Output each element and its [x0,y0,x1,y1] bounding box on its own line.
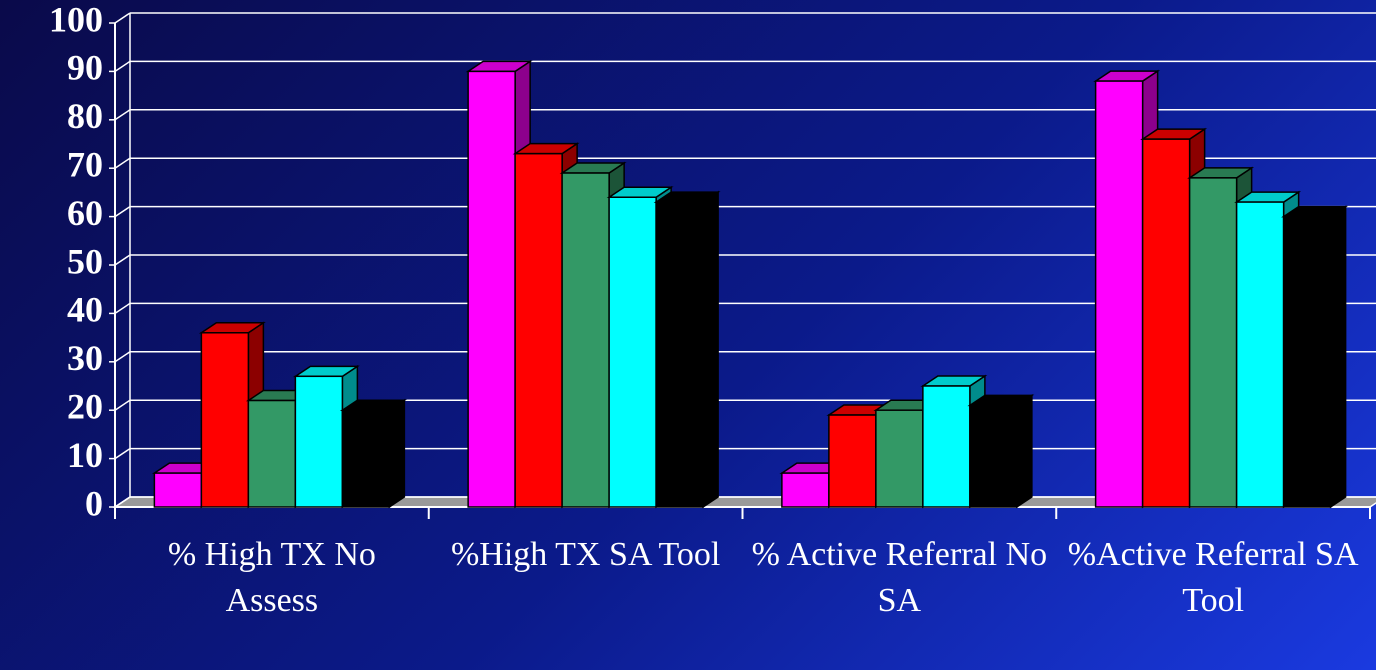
y-tick-label: 20 [67,386,103,426]
bar-side [388,398,406,509]
wall-grid-line [114,205,131,218]
y-tick-label: 30 [67,338,103,378]
bar [561,172,610,508]
y-tick-label: 40 [67,290,103,330]
bar [294,375,344,508]
y-tick-label: 80 [67,96,103,136]
bar-side [1329,205,1347,509]
bar-side [1016,393,1033,509]
wall-grid-line [114,60,131,73]
bar [922,385,971,508]
wall-grid-line [114,157,131,169]
bar [655,201,704,508]
y-tick-label: 10 [67,435,103,475]
x-tick-label: %High TX SA Tool [450,536,721,573]
bar [514,152,563,508]
y-tick-label: 60 [67,193,103,233]
wall-grid-line [114,351,131,363]
wall-grid-line [114,399,131,411]
bar [781,472,830,508]
bar [875,409,924,508]
y-tick-label: 0 [85,483,103,523]
bar [1141,138,1191,508]
bar [341,409,391,508]
bar [153,472,203,508]
y-tick-label: 100 [49,0,103,39]
x-tick-label: % Active Referral No SA [751,536,1048,619]
y-tick-label: 50 [67,241,103,281]
wall-grid-line [114,447,131,460]
x-tick-label: %Active Referral SA Tool [1067,536,1359,619]
bar [608,196,657,508]
y-tick-label: 90 [67,48,103,88]
bar [1282,215,1332,508]
bar [828,414,877,508]
wall-grid-line [114,302,131,315]
bar [247,399,297,508]
bar [969,404,1018,508]
bar [200,332,250,508]
wall-grid-line [114,109,131,121]
wall-grid-line [114,254,131,266]
x-tick-label: % High TX No Assess [167,536,376,619]
bar-side [702,190,719,509]
wall-grid-line [114,496,131,508]
bar [1235,201,1285,508]
wall-grid-line [114,12,131,24]
bar [467,70,516,508]
bar [1188,177,1238,508]
y-tick-label: 70 [67,144,103,184]
bar [1094,80,1144,508]
